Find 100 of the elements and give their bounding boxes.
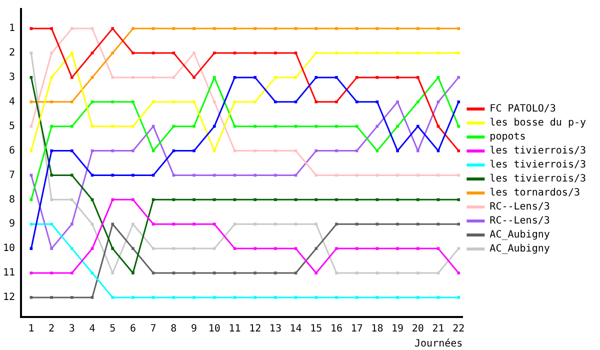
point	[212, 52, 216, 54]
point	[254, 174, 256, 177]
point	[416, 76, 420, 79]
point	[294, 27, 298, 30]
point	[376, 272, 379, 274]
point	[416, 222, 420, 226]
point	[111, 149, 114, 152]
point	[152, 222, 155, 226]
point	[192, 222, 196, 226]
point	[436, 296, 440, 299]
legend-label: les tivierrois/3	[490, 146, 586, 157]
point	[30, 272, 33, 274]
point	[457, 52, 460, 54]
point	[212, 296, 216, 299]
point	[416, 149, 420, 152]
point	[111, 52, 114, 54]
point	[111, 222, 114, 226]
point	[70, 124, 74, 128]
point	[50, 124, 53, 128]
point	[376, 296, 379, 299]
point	[355, 222, 358, 226]
point	[111, 198, 114, 202]
x-tick-label: 1	[28, 324, 34, 335]
point	[314, 100, 318, 104]
point	[111, 124, 114, 128]
point	[416, 198, 420, 202]
x-tick-label: 10	[208, 324, 220, 335]
point	[233, 52, 236, 54]
y-tick-label: 2	[9, 48, 16, 59]
point	[233, 247, 236, 250]
point	[111, 296, 114, 299]
point	[30, 76, 33, 79]
point	[355, 27, 358, 30]
point	[314, 272, 318, 274]
point	[436, 27, 440, 30]
point	[294, 296, 298, 299]
point	[90, 272, 94, 274]
point	[233, 100, 236, 104]
point	[314, 222, 318, 226]
x-tick-label: 6	[130, 324, 136, 335]
point	[376, 247, 379, 250]
x-tick-label: 17	[350, 324, 363, 335]
point	[192, 149, 196, 152]
point	[192, 124, 196, 128]
point	[132, 149, 134, 152]
x-tick-label: 9	[191, 324, 198, 335]
point	[172, 76, 176, 79]
point	[335, 222, 338, 226]
point	[132, 124, 134, 128]
x-tick-label: 2	[48, 324, 55, 335]
y-tick-label: 11	[2, 268, 16, 279]
point	[111, 247, 114, 250]
point	[355, 76, 358, 79]
point	[111, 27, 114, 30]
point	[172, 222, 176, 226]
point	[314, 149, 318, 152]
point	[30, 27, 33, 30]
point	[90, 76, 94, 79]
point	[233, 296, 236, 299]
point	[274, 174, 277, 177]
point	[294, 100, 298, 104]
point	[152, 27, 155, 30]
point	[111, 100, 114, 104]
point	[90, 247, 94, 250]
point	[355, 52, 358, 54]
point	[294, 76, 298, 79]
point	[254, 124, 256, 128]
point	[396, 149, 399, 152]
point	[152, 296, 155, 299]
point	[396, 124, 399, 128]
point	[457, 174, 460, 177]
point	[50, 174, 53, 177]
point	[376, 76, 379, 79]
point	[416, 27, 420, 30]
x-tick-label: 5	[110, 324, 116, 335]
point	[172, 272, 176, 274]
point	[90, 100, 94, 104]
point	[172, 247, 176, 250]
point	[50, 149, 53, 152]
point	[436, 52, 440, 54]
y-tick-label: 10	[2, 243, 16, 254]
point	[376, 27, 379, 30]
point	[294, 222, 298, 226]
point	[416, 296, 420, 299]
legend-label: popots	[490, 132, 526, 143]
y-tick-label: 4	[9, 96, 16, 108]
point	[90, 296, 94, 299]
point	[416, 124, 420, 128]
point	[416, 174, 420, 177]
x-tick-label: 11	[228, 324, 241, 335]
point	[314, 52, 318, 54]
point	[172, 296, 176, 299]
point	[376, 52, 379, 54]
point	[314, 198, 318, 202]
y-tick-label: 8	[9, 194, 16, 206]
point	[70, 174, 74, 177]
point	[416, 247, 420, 250]
legend-label: les tivierrois/3	[490, 160, 586, 171]
point	[457, 100, 460, 104]
x-tick-label: 19	[392, 324, 404, 335]
